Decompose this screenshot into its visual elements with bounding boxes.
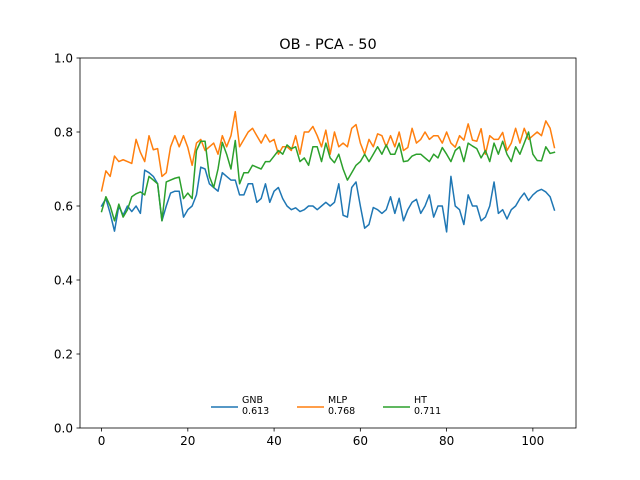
series-line-mlp: [100, 110, 556, 192]
x-tick-label: 100: [521, 434, 544, 448]
y-tick-label: 1.0: [54, 51, 73, 65]
chart-title: OB - PCA - 50: [279, 37, 377, 53]
x-tick-label: 60: [353, 434, 368, 448]
legend-score-ht: 0.711: [414, 406, 441, 417]
series-layer: [100, 110, 556, 233]
y-tick-label: 0.6: [54, 199, 73, 213]
y-tick-label: 0.4: [54, 273, 73, 287]
plot-frame: [79, 57, 577, 429]
series-line-ht: [100, 131, 556, 222]
legend-score-mlp: 0.768: [328, 406, 355, 417]
y-axis: 0.0 0.2 0.4 0.6 0.8 1.0: [54, 51, 80, 435]
x-tick-label: 40: [266, 434, 281, 448]
legend-label-ht: HT: [414, 395, 427, 406]
x-axis: 0 20 40 60 80 100: [98, 428, 544, 448]
axes-spines: [79, 57, 577, 429]
x-tick-label: 0: [98, 434, 106, 448]
y-tick-label: 0.0: [54, 421, 73, 435]
y-tick-label: 0.8: [54, 125, 73, 139]
x-tick-label: 80: [439, 434, 454, 448]
series-line-gnb: [100, 166, 556, 233]
x-tick-label: 20: [180, 434, 195, 448]
y-tick-label: 0.2: [54, 347, 73, 361]
plot-background: [80, 58, 576, 428]
legend-label-gnb: GNB: [242, 395, 263, 406]
legend-score-gnb: 0.613: [242, 406, 269, 417]
legend-label-mlp: MLP: [328, 395, 347, 406]
plot-area: [80, 58, 576, 428]
